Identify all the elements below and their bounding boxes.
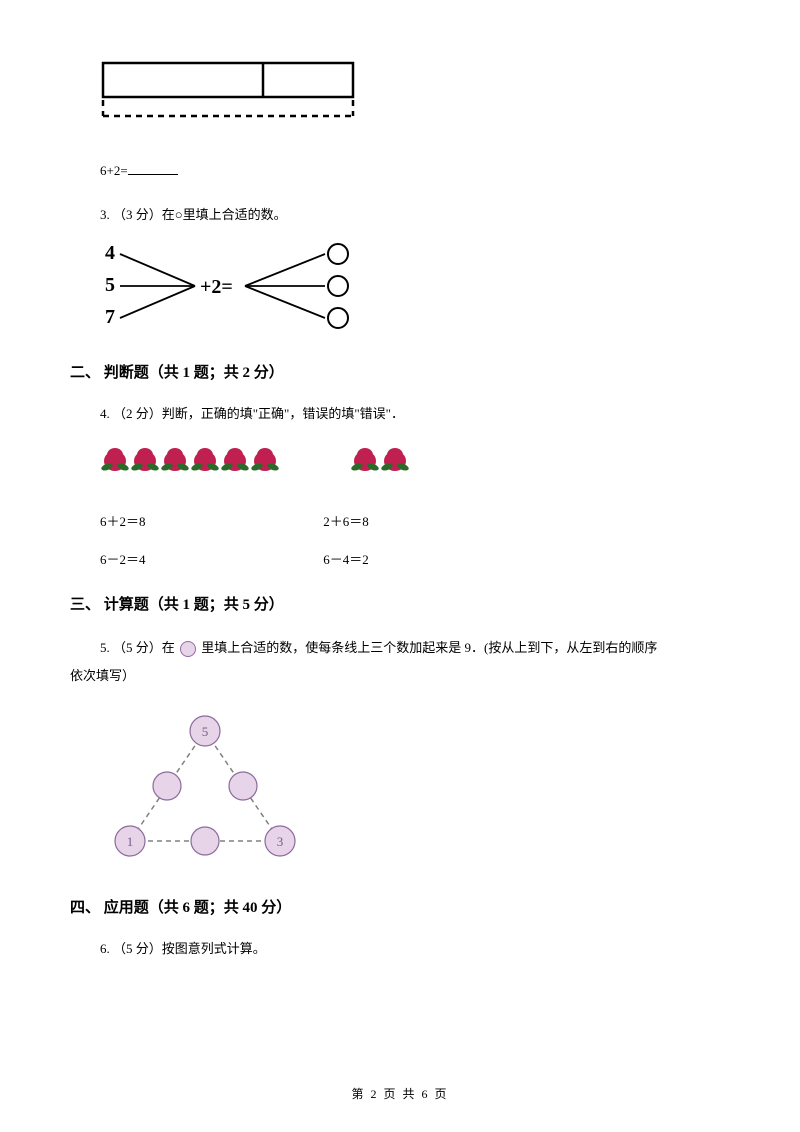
equation-6plus2: 6+2=	[100, 159, 730, 182]
triangle-node-rightmid	[229, 772, 257, 800]
eq-6p2: 6＋2＝8	[100, 510, 320, 533]
q4-eq-row1: 6＋2＝8 2＋6＝8	[100, 510, 730, 533]
bar-svg	[100, 60, 360, 130]
question-5: 5. （5 分）在 里填上合适的数，使每条线上三个数加起来是 9．(按从上到下，…	[100, 634, 730, 691]
section-3-title: 三、 计算题（共 1 题；共 5 分）	[70, 592, 730, 619]
branch-center: +2=	[200, 276, 233, 298]
triangle-diagram: 5 1 3	[100, 706, 730, 875]
triangle-svg: 5 1 3	[100, 706, 320, 866]
branch-circle-2	[328, 276, 348, 296]
section-2-title: 二、 判断题（共 1 题；共 2 分）	[70, 360, 730, 387]
q6-text: 6. （5 分）按图意列式计算。	[100, 941, 266, 956]
branch-circle-1	[328, 244, 348, 264]
eq-6m4: 6－4＝2	[323, 548, 543, 571]
peaches-svg	[100, 441, 480, 481]
bar-diagram	[100, 60, 730, 139]
circle-icon	[180, 641, 196, 657]
triangle-node-leftmid	[153, 772, 181, 800]
q4-text: 4. （2 分）判断，正确的填"正确"，错误的填"错误"．	[100, 406, 404, 421]
q4-eq-row2: 6－2＝4 6－4＝2	[100, 548, 730, 571]
eq-2p6: 2＋6＝8	[323, 510, 543, 533]
eq-6m2: 6－2＝4	[100, 548, 320, 571]
q5-prefix: 5. （5 分）在	[100, 640, 178, 655]
branch-num-5: 5	[105, 274, 115, 296]
triangle-val-top: 5	[202, 724, 209, 739]
triangle-val-bl: 1	[127, 834, 134, 849]
branch-circle-3	[328, 308, 348, 328]
question-4: 4. （2 分）判断，正确的填"正确"，错误的填"错误"．	[100, 402, 730, 425]
q5-suffix: 依次填写）	[70, 668, 135, 683]
q5-mid: 里填上合适的数，使每条线上三个数加起来是 9．(按从上到下，从左到右的顺序	[198, 640, 657, 655]
branch-diagram: 4 5 7 +2=	[100, 241, 730, 340]
equation-text: 6+2=	[100, 163, 128, 178]
page-footer: 第 2 页 共 6 页	[0, 1085, 800, 1102]
q3-text: 3. （3 分）在○里填上合适的数。	[100, 207, 287, 222]
branch-svg: 4 5 7 +2=	[100, 241, 360, 331]
branch-num-7: 7	[105, 306, 115, 328]
section-4-title: 四、 应用题（共 6 题；共 40 分）	[70, 895, 730, 922]
branch-num-4: 4	[105, 242, 115, 264]
triangle-node-bottommid	[191, 827, 219, 855]
page-content: 6+2= 3. （3 分）在○里填上合适的数。 4 5 7 +2= 二、	[0, 0, 800, 1015]
question-6: 6. （5 分）按图意列式计算。	[100, 937, 730, 960]
peaches-row	[100, 441, 730, 490]
blank-fill	[128, 162, 178, 175]
question-3: 3. （3 分）在○里填上合适的数。	[100, 203, 730, 226]
triangle-val-br: 3	[277, 834, 284, 849]
